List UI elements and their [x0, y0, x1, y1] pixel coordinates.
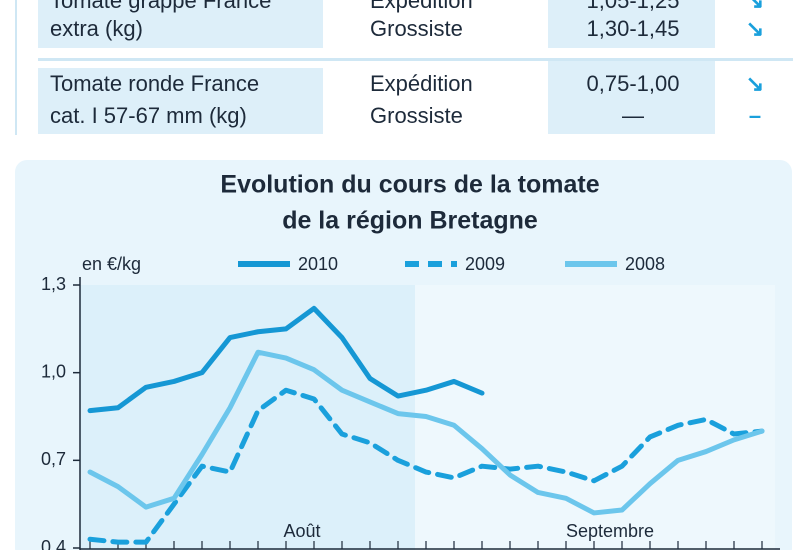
series-line	[87, 387, 765, 545]
y-tick-label: 0,7	[41, 449, 66, 469]
cell-bg	[548, 58, 715, 134]
table-cell: Tomate grappe France	[50, 0, 271, 13]
row-separator	[38, 58, 793, 61]
table-cell: ↘	[746, 0, 764, 13]
x-tick-label: Septembre	[566, 521, 654, 541]
legend-label: 2009	[465, 254, 505, 274]
table-cell: ↘	[746, 16, 764, 41]
series-line	[87, 349, 765, 516]
y-axis-label: en €/kg	[82, 254, 141, 274]
y-tick-label: 0,4	[41, 537, 66, 550]
cell-bg	[38, 0, 323, 48]
cell-bg	[548, 0, 715, 48]
month-band	[80, 285, 415, 550]
y-tick-label: 1,3	[41, 274, 66, 294]
table-cell: —	[622, 103, 644, 128]
table-cell: –	[749, 103, 761, 128]
table-cell: extra (kg)	[50, 16, 143, 41]
table-cell: 1,30-1,45	[587, 16, 680, 41]
table-cell: Grossiste	[370, 103, 463, 128]
table-cell: 0,75-1,00	[587, 71, 680, 96]
table-cell: Expédition	[370, 0, 473, 13]
table-cell: ↘	[746, 71, 764, 96]
table-cell: cat. I 57-67 mm (kg)	[50, 103, 247, 128]
table-border	[15, 0, 17, 135]
table-cell: 1,05-1,25	[587, 0, 680, 13]
table-cell: Expédition	[370, 71, 473, 96]
chart-title: de la région Bretagne	[282, 207, 538, 235]
x-tick-label: Août	[283, 521, 320, 541]
cell-bg	[38, 68, 323, 134]
legend-label: 2008	[625, 254, 665, 274]
legend-label: 2010	[298, 254, 338, 274]
table-cell: Grossiste	[370, 16, 463, 41]
series-line	[87, 305, 485, 414]
y-tick-label: 1,0	[41, 361, 66, 381]
table-cell: Tomate ronde France	[50, 71, 259, 96]
chart-title: Evolution du cours de la tomate	[220, 171, 599, 199]
